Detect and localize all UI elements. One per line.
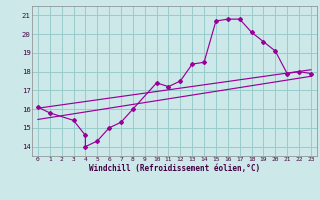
X-axis label: Windchill (Refroidissement éolien,°C): Windchill (Refroidissement éolien,°C) [89, 164, 260, 173]
